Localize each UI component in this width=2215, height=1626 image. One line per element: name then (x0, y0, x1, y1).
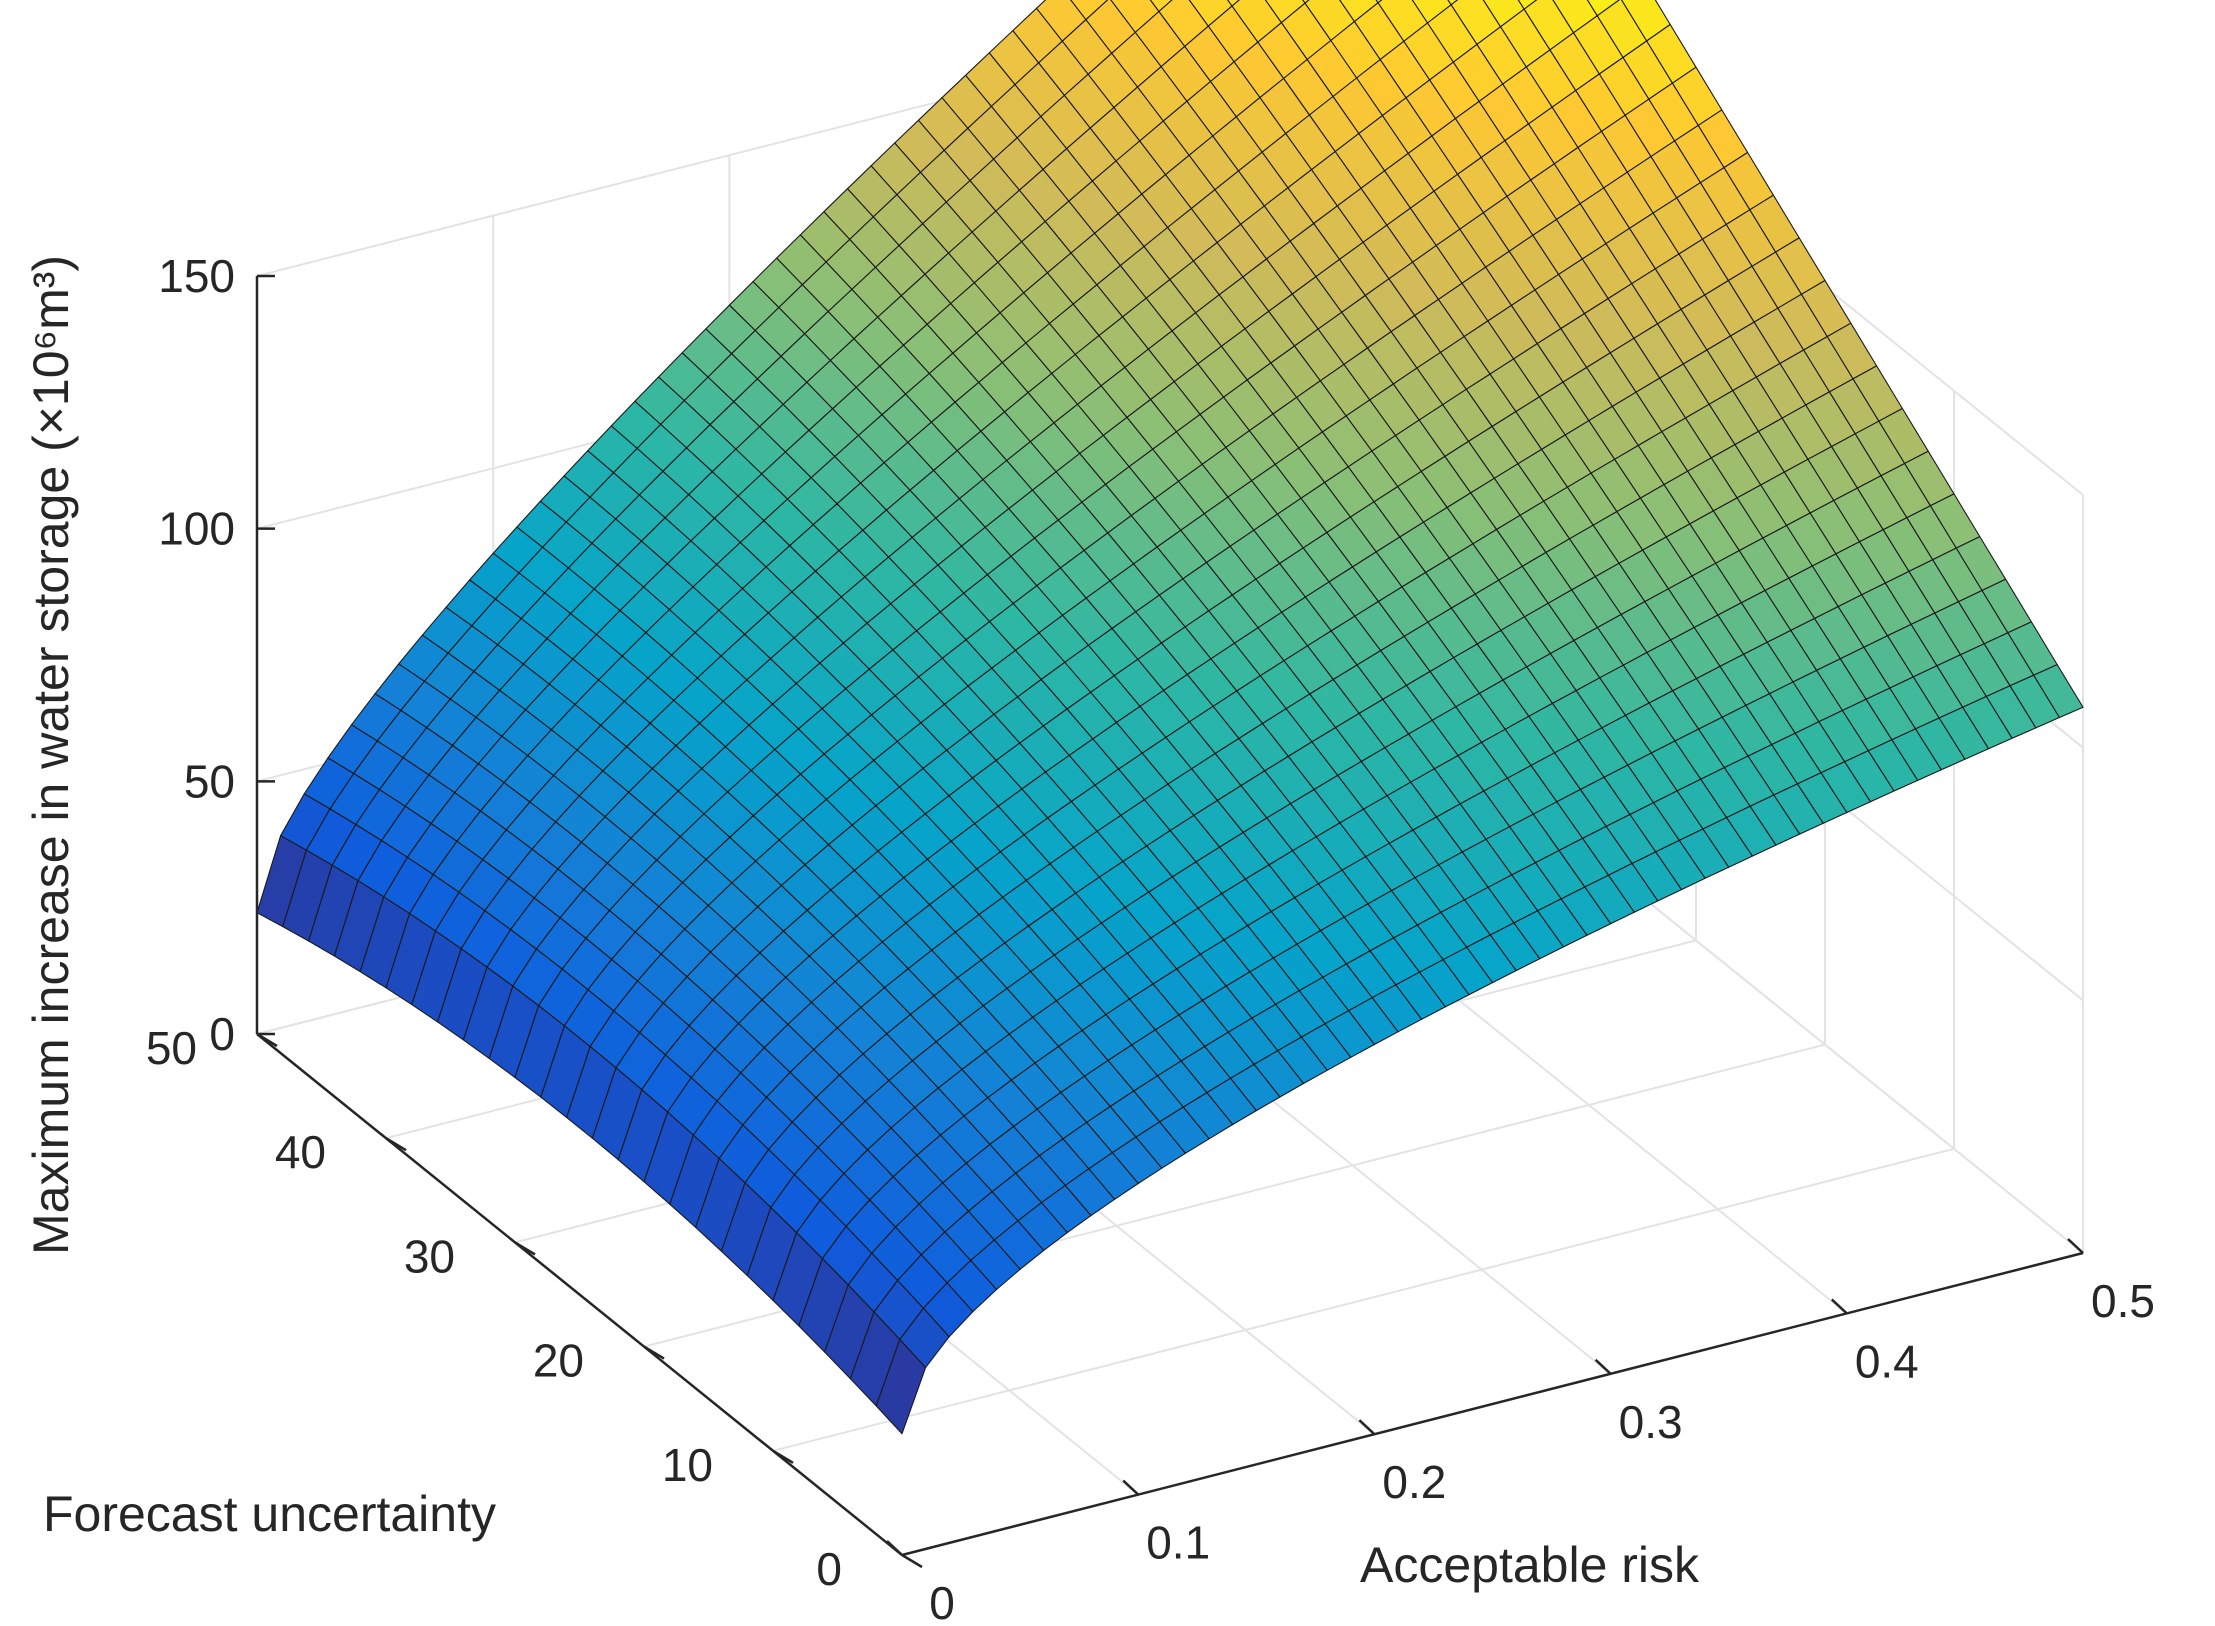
x-tick (1122, 1479, 1140, 1496)
y-tick-label: 10 (662, 1439, 713, 1491)
surface (256, 0, 2084, 1435)
x-tick (1830, 1298, 1848, 1315)
x-tick (2067, 1238, 2084, 1254)
surface-patch (875, 1338, 927, 1435)
z-tick-label: 50 (184, 755, 235, 807)
x-tick-label: 0.3 (1619, 1396, 1683, 1448)
x-axis-line (901, 1251, 2084, 1557)
y-tick (643, 1345, 665, 1360)
surface-patch (1149, 0, 1173, 13)
x-tick (1358, 1419, 1376, 1436)
y-tick-label: 40 (275, 1126, 326, 1178)
x-tick (1594, 1358, 1612, 1375)
y-tick (385, 1137, 407, 1152)
y-tick-label: 30 (404, 1230, 455, 1282)
y-tick (901, 1553, 923, 1569)
x-tick-label: 0.2 (1382, 1456, 1446, 1508)
z-axis-title: Maximum increase in water storage (×10⁶m… (23, 255, 79, 1255)
x-axis-title: Acceptable risk (1360, 1537, 1700, 1593)
x-tick-label: 0.1 (1146, 1517, 1210, 1569)
y-tick-label: 0 (816, 1543, 842, 1595)
y-tick (514, 1241, 536, 1256)
y-tick (256, 1032, 278, 1048)
x-tick (886, 1540, 903, 1556)
z-tick-label: 150 (158, 250, 235, 302)
x-tick-label: 0 (929, 1577, 955, 1626)
x-tick-label: 0.5 (2091, 1275, 2155, 1327)
y-tick (772, 1449, 794, 1464)
z-tick-label: 0 (209, 1008, 235, 1060)
y-tick-label: 50 (146, 1022, 197, 1074)
z-tick-label: 100 (158, 503, 235, 555)
y-tick-label: 20 (533, 1335, 584, 1387)
axes-layer (255, 274, 2084, 1569)
floor-gridline (772, 1147, 1955, 1452)
y-axis-line (256, 1033, 903, 1556)
y-axis-title: Forecast uncertainty (43, 1486, 496, 1542)
surface-patch (1226, 0, 1241, 7)
x-tick-label: 0.4 (1855, 1335, 1919, 1387)
